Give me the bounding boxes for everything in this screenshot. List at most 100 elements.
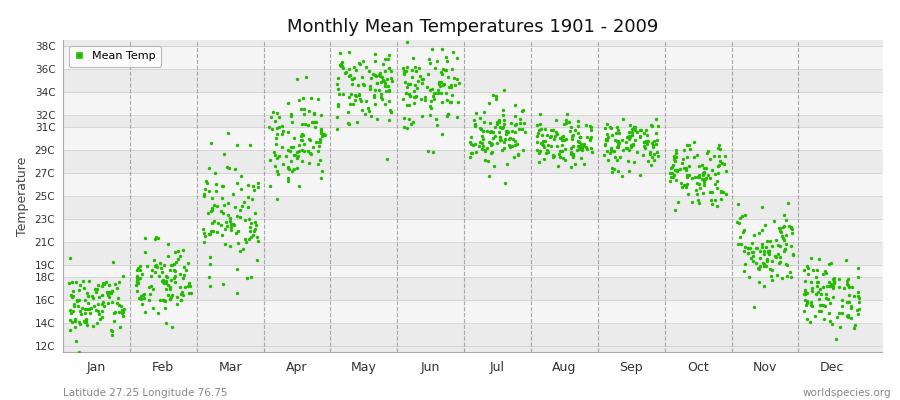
Point [483, 150, 498, 156]
Point [148, 269, 162, 275]
Point [841, 312, 855, 318]
Point [372, 87, 386, 93]
Point [408, 94, 422, 100]
Point [497, 121, 511, 128]
Point [563, 145, 578, 152]
Point [682, 163, 697, 170]
Point [821, 295, 835, 302]
Point [670, 154, 684, 160]
Point [62, 307, 77, 314]
Point [370, 116, 384, 122]
Point [551, 162, 565, 169]
Point [101, 292, 115, 298]
Point [769, 254, 783, 260]
Point [463, 154, 477, 160]
Point [412, 65, 427, 71]
Point [637, 139, 652, 146]
Point [307, 118, 321, 125]
Point [834, 310, 849, 316]
Point [807, 313, 822, 319]
Point [66, 308, 80, 315]
Point [714, 196, 728, 202]
Point [418, 94, 432, 100]
Point [102, 289, 116, 296]
Point [240, 204, 255, 210]
Point [414, 112, 428, 119]
Point [78, 297, 93, 303]
Point [645, 123, 660, 129]
Point [464, 150, 478, 157]
Point [604, 144, 618, 151]
Point [488, 124, 502, 130]
Point [805, 303, 819, 309]
Point [468, 123, 482, 129]
Point [281, 129, 295, 136]
Point [737, 227, 751, 234]
Point [493, 136, 508, 143]
Point [431, 87, 446, 94]
Point [553, 148, 567, 154]
Point [164, 261, 178, 268]
Point [508, 122, 522, 128]
Point [702, 174, 716, 181]
Point [238, 239, 253, 246]
Point [450, 55, 464, 62]
Point [248, 221, 263, 228]
Point [143, 291, 157, 298]
Point [676, 165, 690, 171]
Point [645, 144, 660, 150]
Point [167, 268, 182, 274]
Point [183, 282, 197, 289]
Point [696, 190, 710, 196]
Point [104, 287, 119, 294]
Point [426, 149, 440, 156]
Point [813, 302, 827, 309]
Point [778, 212, 792, 218]
Point [352, 90, 366, 97]
Point [500, 129, 515, 135]
Point [615, 172, 629, 179]
Point [427, 96, 441, 102]
Point [483, 128, 498, 134]
Point [530, 133, 544, 140]
Point [752, 248, 767, 254]
Point [337, 91, 351, 97]
Point [342, 72, 356, 78]
Point [334, 62, 348, 69]
Point [153, 296, 167, 303]
Point [441, 111, 455, 117]
Point [841, 276, 855, 282]
Point [698, 170, 712, 176]
Point [408, 64, 422, 70]
Point [680, 154, 695, 160]
Point [511, 151, 526, 157]
Point [711, 145, 725, 152]
Point [573, 134, 588, 140]
Point [770, 272, 785, 278]
Point [274, 130, 289, 137]
Point [382, 64, 396, 71]
Point [370, 80, 384, 86]
Point [700, 171, 715, 178]
Point [513, 116, 527, 122]
Point [598, 152, 612, 158]
Point [599, 131, 614, 137]
Point [284, 111, 299, 117]
Point [680, 181, 694, 187]
Point [474, 146, 489, 152]
Point [281, 100, 295, 107]
Point [688, 174, 702, 180]
Point [397, 67, 411, 74]
Point [773, 259, 788, 265]
Point [639, 138, 653, 144]
Point [157, 277, 171, 284]
Point [736, 229, 751, 236]
Point [403, 93, 418, 99]
Point [303, 136, 318, 143]
Point [667, 153, 681, 160]
Point [649, 130, 663, 136]
Point [312, 136, 327, 142]
Point [195, 226, 210, 232]
Point [171, 248, 185, 254]
Point [276, 128, 291, 134]
